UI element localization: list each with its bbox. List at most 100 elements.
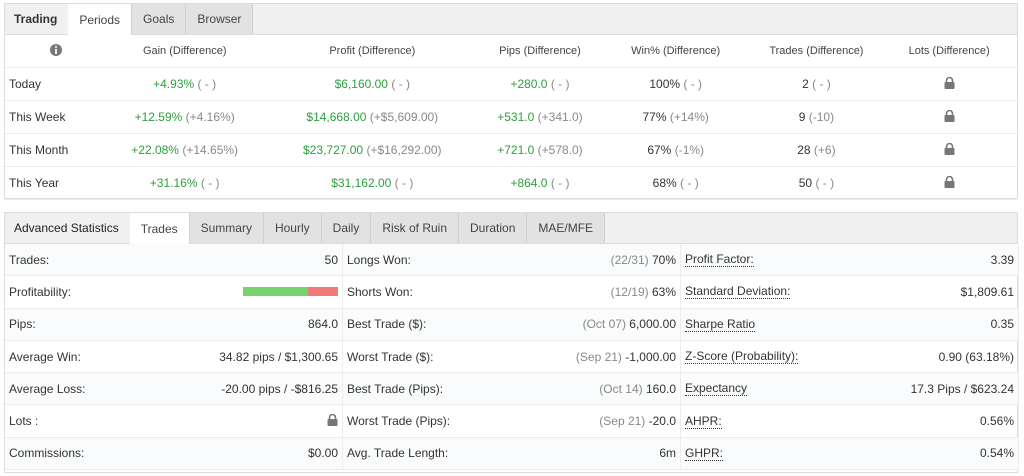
cell-diff: ( - ) <box>200 176 220 190</box>
cell-value: 28 <box>797 143 811 157</box>
stat-label: GHPR: <box>685 445 724 461</box>
stat-value: $1,809.61 <box>960 284 1014 299</box>
periods-panel: Trading Periods Goals Browser Gain (Differ… <box>4 3 1018 200</box>
tab[interactable]: Browser <box>186 4 254 34</box>
stat-value-group: 0.56% <box>980 414 1014 428</box>
stat-value: $0.00 <box>307 446 338 461</box>
cell: +22.08% (+14.65%) <box>105 143 265 157</box>
cell-diff: (+$5,609.00) <box>369 110 439 124</box>
cell-diff: (+$16,292.00) <box>366 143 442 157</box>
panel-title: Advanced Statistics <box>14 221 119 235</box>
stat-value-group: (Oct 14) 160.0 <box>599 382 676 396</box>
cell-value: 77% <box>642 110 667 124</box>
stat-row: Sharpe Ratio 0.35 <box>681 308 1019 341</box>
info-icon[interactable] <box>5 43 105 60</box>
cell-diff: ( - ) <box>550 176 570 190</box>
cell-diff: (-10) <box>808 110 835 124</box>
stat-row: Shorts Won: (12/19) 63% <box>343 276 681 309</box>
tab[interactable]: Risk of Ruin <box>371 213 460 243</box>
tab[interactable]: Duration <box>459 213 528 243</box>
stat-label: Avg. Trade Length: <box>347 446 449 461</box>
column-header: Lots (Difference) <box>908 45 990 57</box>
lots-cell <box>881 175 1017 191</box>
stat-label: Profit Factor: <box>685 252 754 268</box>
stat-label: Lots : <box>9 414 39 429</box>
column-header: Pips (Difference) <box>499 45 581 57</box>
tab[interactable]: Daily <box>321 213 372 243</box>
stat-value-group: 17.3 Pips / $623.24 <box>911 382 1014 396</box>
stat-value: 0.54% <box>979 446 1014 461</box>
profitability-bar <box>243 287 338 297</box>
panel-title: Trading <box>14 12 58 26</box>
cell: 68% ( - ) <box>600 176 752 190</box>
lock-icon <box>327 413 338 426</box>
stat-label: Average Loss: <box>9 381 86 396</box>
cell-diff: (+14%) <box>669 110 709 124</box>
stat-value-group: $1,809.61 <box>961 285 1014 299</box>
stat-label: Z-Score (Probability): <box>685 349 799 365</box>
stat-label: Trades: <box>9 252 50 267</box>
stat-row: Trades: 50 <box>5 244 343 277</box>
tab[interactable]: Trades <box>129 213 190 244</box>
stat-value-group <box>243 287 338 297</box>
cell: +864.0 ( - ) <box>480 176 600 190</box>
stat-note: (12/19) <box>610 284 649 299</box>
tab[interactable]: Goals <box>132 4 187 34</box>
lock-icon <box>944 109 955 122</box>
stat-row: GHPR: 0.54% <box>681 437 1019 471</box>
stat-row: Worst Trade (Pips): (Sep 21) -20.0 <box>343 405 681 438</box>
tab[interactable]: Summary <box>189 213 264 243</box>
stats-column: Longs Won: (22/31) 70% Shorts Won: (12/19) … <box>343 244 681 471</box>
stat-label: Shorts Won: <box>347 284 413 299</box>
cell: 67% (-1%) <box>600 143 752 157</box>
stat-row: Average Win: 34.82 pips / $1,300.65 <box>5 340 343 374</box>
stat-value-group: (Sep 21) -20.0 <box>599 414 676 428</box>
tab[interactable]: Hourly <box>263 213 322 243</box>
cell: 50 ( - ) <box>752 176 882 190</box>
stat-value: 34.82 pips / $1,300.65 <box>219 349 338 364</box>
stat-label: Commissions: <box>9 446 85 461</box>
column-header: Win% (Difference) <box>631 45 721 57</box>
cell: $6,160.00 ( - ) <box>265 77 481 91</box>
cell-value: 2 <box>802 77 809 91</box>
cell-value: 67% <box>647 143 672 157</box>
lock-icon <box>944 142 955 155</box>
stat-value-group: (Sep 21) -1,000.00 <box>576 350 676 364</box>
cell-diff: (+14.65%) <box>182 143 239 157</box>
stat-label: AHPR: <box>685 413 722 429</box>
cell-diff: (+6) <box>813 143 836 157</box>
tab[interactable]: Periods <box>68 4 133 35</box>
cell: 100% ( - ) <box>600 77 752 91</box>
cell-value: +531.0 <box>497 110 535 124</box>
stat-value: 50 <box>324 252 338 267</box>
cell-diff: (+341.0) <box>537 110 583 124</box>
cell-value: +4.93% <box>153 77 195 91</box>
stat-note: (Oct 14) <box>599 381 643 396</box>
cell-diff: (+578.0) <box>537 143 583 157</box>
cell: +531.0 (+341.0) <box>480 110 600 124</box>
stat-note: (22/31) <box>610 252 649 267</box>
stat-row: Z-Score (Probability): 0.90 (63.18%) <box>681 340 1019 374</box>
bar-won <box>243 287 308 297</box>
cell-value: +864.0 <box>510 176 548 190</box>
stat-label: Expectancy <box>685 381 748 397</box>
stat-label: Average Win: <box>9 349 81 364</box>
stat-row: Average Loss: -20.00 pips / -$816.25 <box>5 373 343 406</box>
stat-label: Standard Deviation: <box>685 284 791 300</box>
stat-row: Best Trade ($): (Oct 07) 6,000.00 <box>343 308 681 341</box>
column-header: Trades (Difference) <box>769 45 864 57</box>
lock-icon <box>944 76 955 89</box>
column-header: Profit (Difference) <box>329 45 416 57</box>
row-label: This Week <box>9 110 66 124</box>
stats-panel: Advanced Statistics Trades Summary Hourly D… <box>4 212 1019 473</box>
stat-value-group: 0.35 <box>991 317 1014 331</box>
tab[interactable]: MAE/MFE <box>527 213 606 243</box>
stat-note: (Sep 21) <box>575 349 622 364</box>
stat-value-group: 864.0 <box>308 317 338 331</box>
cell-value: $23,727.00 <box>303 143 364 157</box>
stat-value: 0.56% <box>979 414 1014 429</box>
stat-row: Longs Won: (22/31) 70% <box>343 244 681 277</box>
cell: +4.93% ( - ) <box>105 77 265 91</box>
cell-value: +12.59% <box>134 110 183 124</box>
stat-row: AHPR: 0.56% <box>681 405 1019 438</box>
